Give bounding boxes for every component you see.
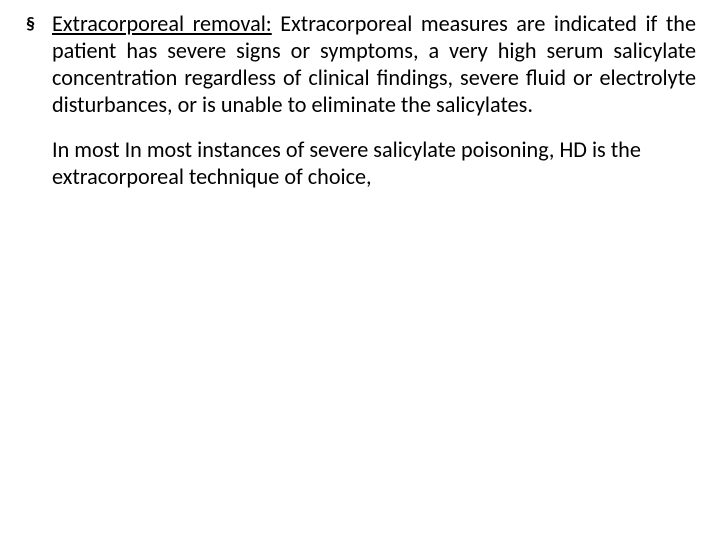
paragraph-2: In most In most instances of severe sali… — [52, 136, 696, 190]
paragraph-1: Extracorporeal removal: Extracorporeal m… — [52, 10, 696, 118]
bullet-marker: § — [24, 10, 52, 38]
heading: Extracorporeal removal: — [52, 10, 272, 37]
bullet-item: § Extracorporeal removal: Extracorporeal… — [24, 10, 696, 118]
